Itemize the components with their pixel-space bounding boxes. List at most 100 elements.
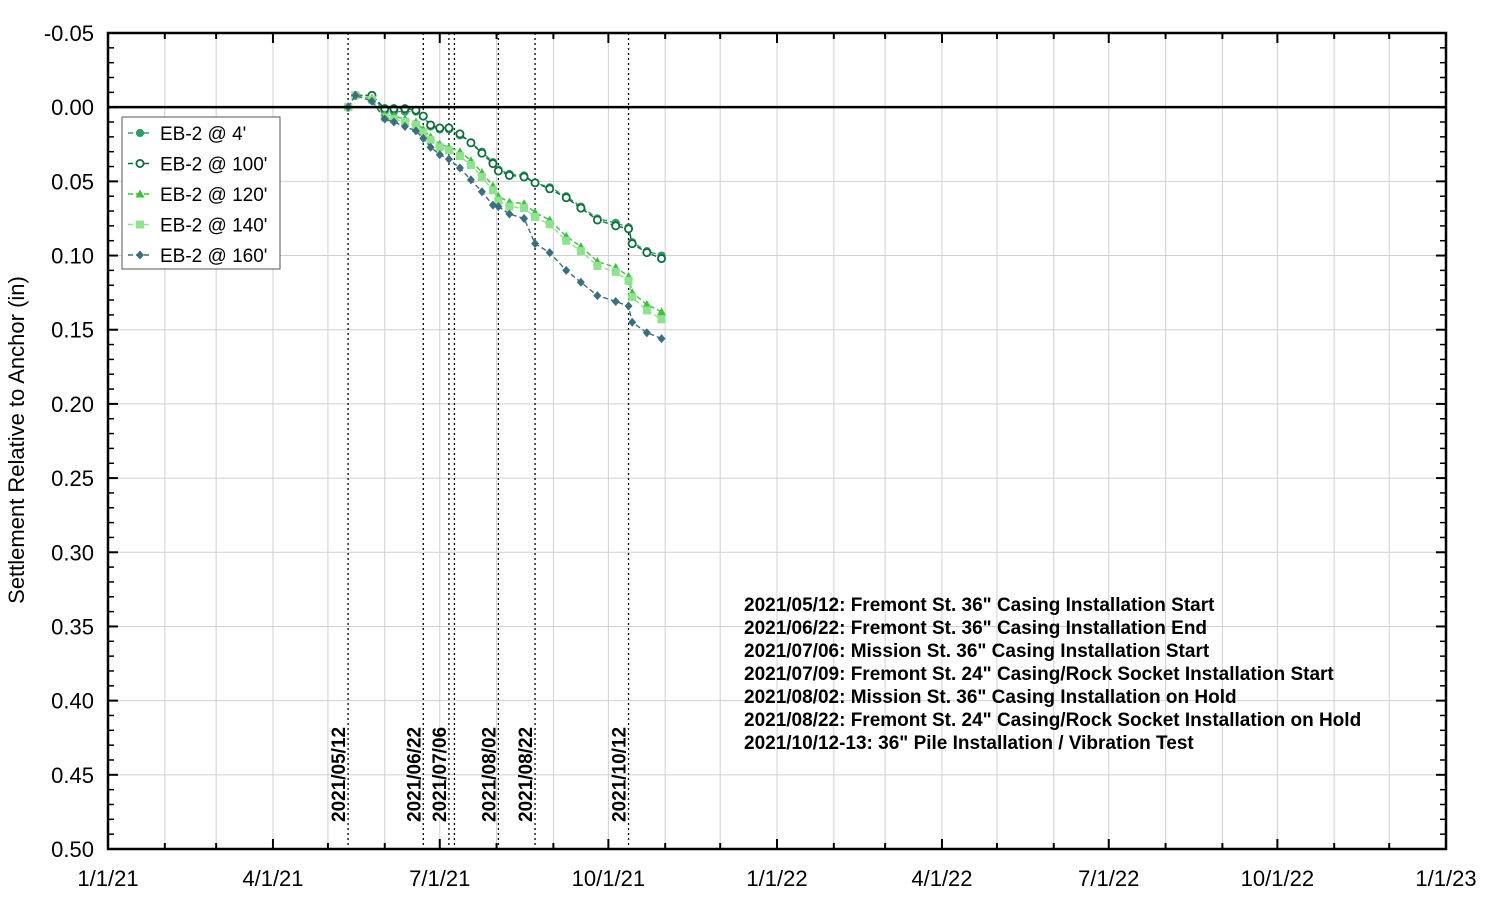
legend-marker [135, 158, 145, 168]
data-point [592, 215, 602, 225]
data-point [562, 265, 571, 275]
x-tick-label: 1/1/22 [746, 866, 807, 891]
legend-label: EB-2 @ 100' [160, 155, 267, 176]
data-point [435, 143, 444, 152]
series-line [347, 94, 662, 260]
x-tick-label: 10/1/21 [572, 866, 645, 891]
data-point [545, 220, 554, 229]
data-point [419, 133, 428, 143]
data-point [657, 254, 667, 264]
series-line [347, 94, 662, 257]
data-point [642, 300, 652, 309]
annotation-line: 2021/08/22: Fremont St. 24" Casing/Rock … [744, 710, 1361, 731]
data-point [466, 175, 475, 185]
series-line [347, 94, 662, 320]
data-point [367, 96, 376, 106]
data-point [657, 315, 666, 324]
y-tick-label: 0.35 [51, 614, 94, 639]
data-point [520, 213, 529, 223]
axes [106, 31, 1448, 851]
data-point [426, 142, 435, 152]
data-point [380, 114, 389, 124]
data-point [505, 209, 514, 219]
data-point [411, 126, 420, 136]
y-tick-label: 0.30 [51, 540, 94, 565]
legend: EB-2 @ 4' EB-2 @ 100' EB-2 @ 120' EB-2 @ 14… [121, 116, 281, 270]
data-point [444, 146, 453, 155]
data-point [593, 291, 602, 301]
data-point [494, 202, 503, 212]
data-point [466, 161, 475, 170]
x-tick-label: 10/1/22 [1241, 866, 1314, 891]
data-point [611, 267, 620, 276]
data-point [477, 172, 486, 181]
event-line-label: 2021/08/02 [479, 727, 500, 822]
legend-marker [135, 128, 145, 138]
data-point [530, 178, 540, 188]
x-tick-label: 7/1/21 [409, 866, 470, 891]
data-point [389, 117, 398, 127]
legend-label: EB-2 @ 120' [160, 185, 267, 206]
data-point [444, 154, 453, 164]
data-point [624, 224, 634, 234]
data-point [657, 334, 666, 344]
y-tick-label: 0.45 [51, 763, 94, 788]
data-point [488, 200, 497, 210]
data-point [611, 297, 620, 307]
data-point [624, 276, 633, 285]
data-point [444, 123, 454, 133]
y-tick-label: 0.20 [51, 392, 94, 417]
data-point [642, 248, 652, 258]
data-point [435, 150, 444, 160]
legend-item: EB-2 @ 160' [128, 246, 267, 267]
data-point [493, 166, 503, 176]
x-tick-label: 1/1/23 [1415, 866, 1476, 891]
data-point [488, 159, 498, 169]
y-tick-label: 0.50 [51, 837, 94, 862]
data-point [351, 90, 360, 100]
annotation-notes: 2021/05/12: Fremont St. 36" Casing Insta… [744, 595, 1361, 754]
data-point [576, 247, 585, 256]
data-point [624, 301, 633, 311]
data-point [628, 293, 637, 302]
data-point [455, 129, 465, 139]
event-line-label: 2021/08/22 [516, 727, 537, 822]
annotation-line: 2021/07/09: Fremont St. 24" Casing/Rock … [744, 664, 1334, 685]
legend-item: EB-2 @ 4' [128, 124, 246, 145]
y-tick-label: 0.40 [51, 689, 94, 714]
event-line-label: 2021/07/06 [430, 727, 451, 822]
data-point [466, 138, 476, 148]
data-point [627, 239, 637, 249]
legend-label: EB-2 @ 160' [160, 246, 267, 267]
data-point [611, 221, 621, 231]
data-point [562, 236, 571, 245]
y-tick-label: 0.00 [51, 95, 94, 120]
legend-label: EB-2 @ 4' [160, 124, 246, 145]
annotation-line: 2021/08/02: Mission St. 36" Casing Insta… [744, 687, 1237, 708]
data-point [419, 128, 428, 137]
data-point [531, 212, 540, 221]
data-point [593, 261, 602, 270]
legend-marker [136, 250, 144, 260]
data-point [657, 307, 667, 316]
event-line-label: 2021/06/22 [404, 727, 425, 822]
data-point [505, 202, 514, 211]
series-5 [344, 90, 666, 344]
annotation-line: 2021/05/12: Fremont St. 36" Casing Insta… [744, 595, 1215, 616]
data-point [642, 328, 651, 338]
y-tick-label: 0.05 [51, 169, 94, 194]
y-tick-label: 0.25 [51, 466, 94, 491]
data-point [628, 317, 637, 327]
data-series [343, 90, 667, 344]
legend-marker [136, 220, 144, 229]
data-point [545, 184, 555, 194]
data-point [545, 248, 554, 258]
data-point [477, 187, 486, 197]
event-lines: 2021/05/12 2021/06/22 2021/07/06 2021/08/02… [329, 33, 631, 849]
event-line-label: 2021/05/12 [329, 727, 350, 822]
data-point [531, 239, 540, 249]
legend-item: EB-2 @ 140' [128, 216, 267, 237]
data-point [477, 148, 487, 158]
series-line [347, 94, 662, 313]
